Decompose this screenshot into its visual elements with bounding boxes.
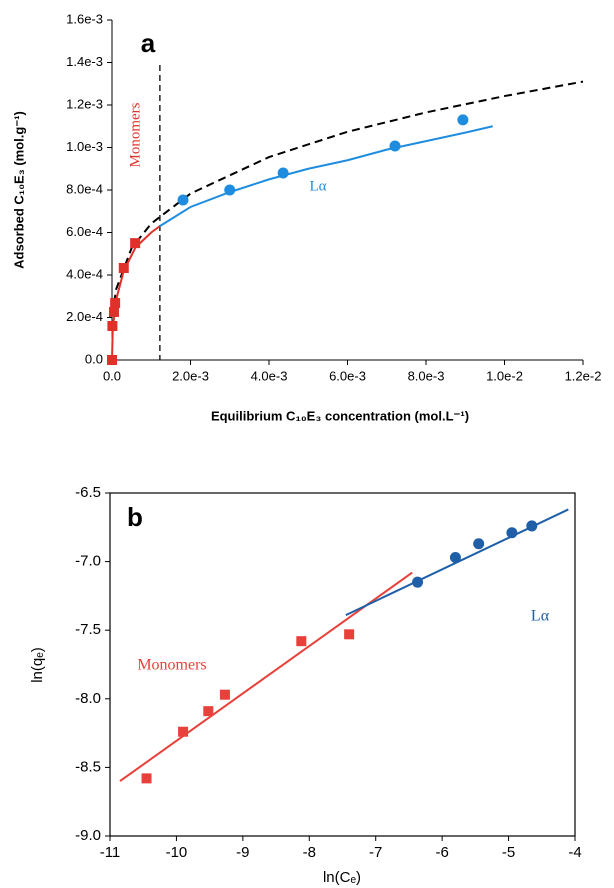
y-tick-label: 0.0 — [85, 351, 103, 366]
data-point — [389, 140, 401, 152]
y-tick-label: 4.0e-4 — [66, 266, 103, 281]
y-tick-label: -8.5 — [75, 758, 101, 775]
x-tick-label: -10 — [166, 844, 188, 861]
data-point — [449, 551, 461, 563]
data-point — [224, 184, 236, 196]
y-tick-label: 1.6e-3 — [66, 11, 103, 26]
x-tick-label: -6 — [435, 844, 448, 861]
x-tick-label: -8 — [303, 844, 316, 861]
panel-label: b — [127, 502, 143, 532]
data-point — [296, 636, 307, 647]
data-point — [219, 689, 230, 700]
data-point — [412, 576, 424, 588]
series-label: Lα — [309, 178, 326, 194]
data-point — [110, 298, 121, 309]
y-tick-label: -7.0 — [75, 553, 101, 570]
x-tick-label: 2.0e-3 — [172, 368, 209, 383]
y-axis-label: ln(qₑ) — [29, 647, 46, 683]
y-tick-label: -8.0 — [75, 690, 101, 707]
data-point — [107, 355, 117, 365]
x-tick-label: -9 — [236, 844, 249, 861]
y-axis-label: Adsorbed C₁₀E₃ (mol.g⁻¹) — [11, 111, 26, 269]
series-label: Monomers — [137, 657, 206, 674]
panel-label: a — [141, 28, 156, 58]
data-point — [108, 306, 119, 317]
data-point — [526, 520, 538, 532]
y-tick-label: 1.0e-3 — [66, 139, 103, 154]
data-point — [141, 773, 152, 784]
x-tick-label: 1.0e-2 — [486, 368, 523, 383]
y-tick-label: 1.2e-3 — [66, 96, 103, 111]
data-point — [344, 629, 355, 640]
y-tick-label: 6.0e-4 — [66, 224, 103, 239]
y-tick-label: -9.0 — [75, 827, 101, 844]
series-label: Lα — [531, 608, 550, 625]
data-point — [177, 194, 189, 206]
x-tick-label: 4.0e-3 — [251, 368, 288, 383]
data-point — [118, 262, 129, 273]
plot-frame — [109, 492, 576, 837]
data-point — [178, 726, 189, 737]
y-tick-label: 2.0e-4 — [66, 309, 103, 324]
data-point — [130, 238, 141, 249]
y-tick-label: 1.4e-3 — [66, 54, 103, 69]
data-point — [277, 167, 289, 179]
series-label: Monomers — [127, 102, 143, 167]
x-tick-label: -7 — [369, 844, 382, 861]
data-point — [107, 321, 118, 331]
x-tick-label: 1.2e-2 — [565, 368, 602, 383]
y-tick-label: -6.5 — [75, 484, 101, 501]
y-tick-label: 8.0e-4 — [66, 181, 103, 196]
data-point — [457, 114, 469, 126]
data-point — [506, 527, 518, 539]
x-tick-label: -4 — [568, 844, 581, 861]
x-tick-label: -5 — [502, 844, 515, 861]
x-tick-label: -11 — [100, 844, 121, 861]
fit-line — [159, 125, 493, 227]
x-axis-label: Equilibrium C₁₀E₃ concentration (mol.L⁻¹… — [211, 408, 469, 423]
x-axis-label: ln(Cₑ) — [323, 869, 361, 886]
y-tick-label: -7.5 — [75, 621, 101, 638]
x-tick-label: 8.0e-3 — [408, 368, 445, 383]
x-tick-label: 0.0 — [103, 368, 121, 383]
x-tick-label: 6.0e-3 — [329, 368, 366, 383]
data-point — [203, 706, 214, 717]
data-point — [473, 538, 485, 550]
